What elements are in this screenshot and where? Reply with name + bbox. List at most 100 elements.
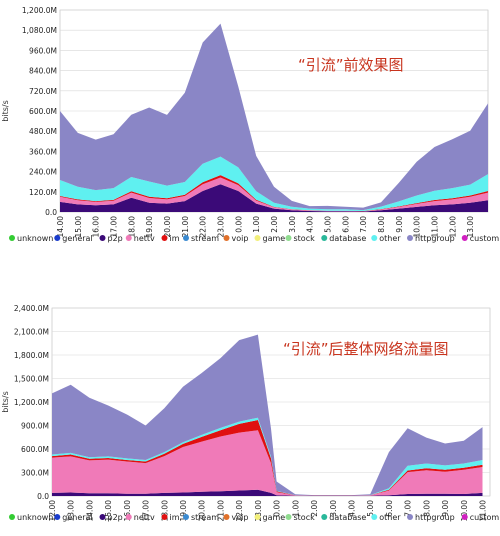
legend-marker-unknown [9, 235, 15, 241]
y-tick-label: 0.0 [45, 208, 57, 217]
y-tick-label: 960.0M [29, 46, 57, 55]
x-tick-label: 4.00 [306, 216, 315, 233]
x-tick-label: 18.00 [160, 500, 169, 522]
x-tick-label: 9.00 [395, 216, 404, 233]
legend-label-nettv: nettv [134, 513, 155, 522]
legend-label-voip: voip [232, 234, 249, 243]
legend-label-game: game [263, 234, 286, 243]
x-tick-label: 18.00 [127, 216, 136, 238]
x-tick-label: 12.00 [48, 500, 57, 522]
y-tick-label: 1,200.0M [14, 398, 49, 407]
series-area-p2p [52, 489, 483, 496]
x-tick-label: 22.00 [235, 500, 244, 522]
legend-marker-game [254, 235, 261, 241]
legend-label-httpgroup: httpgroup [415, 234, 455, 243]
legend-marker-voip [223, 235, 230, 241]
y-tick-label: 300.0M [21, 469, 49, 478]
x-tick-label: 5.00 [324, 216, 333, 233]
legend-marker-nettv [125, 235, 132, 241]
y-tick-label: 2,100.0M [14, 328, 49, 337]
chart-annotation: “引流”前效果图 [298, 56, 404, 74]
y-tick-label: 900.0M [21, 422, 49, 431]
x-tick-label: 10.00 [413, 216, 422, 238]
x-tick-label: 3.00 [329, 500, 338, 517]
x-tick-label: 12.00 [448, 216, 457, 238]
x-tick-label: 14.00 [85, 500, 94, 522]
legend-marker-general [54, 235, 61, 241]
x-tick-label: 17.00 [110, 216, 119, 238]
y-tick-label: 720.0M [29, 87, 57, 96]
legend-marker-stock [285, 235, 292, 241]
y-tick-label: 0.0 [37, 492, 49, 501]
legend-label-stock: stock [294, 513, 316, 522]
x-tick-label: 17.00 [142, 500, 151, 522]
y-tick-label: 840.0M [29, 67, 57, 76]
legend-marker-stream [183, 514, 189, 520]
legend-marker-database [321, 235, 328, 241]
x-tick-label: 3.00 [288, 216, 297, 233]
legend-label-unknown: unknown [17, 234, 53, 243]
x-tick-label: 20.00 [198, 500, 207, 522]
legend-label-p2p: p2p [108, 234, 123, 243]
legend-label-general: general [62, 234, 92, 243]
chart-before: 0.0 120.0M 240.0M 360.0M 480.0M 600.0M 720.0M 8… [0, 0, 500, 250]
x-tick-label: 1.00 [252, 216, 261, 233]
x-tick-label: 16.00 [123, 500, 132, 522]
x-tick-label: 6.00 [341, 216, 350, 233]
legend-marker-general [54, 514, 61, 520]
x-tick-label: 6.00 [385, 500, 394, 517]
legend-label-other: other [379, 234, 401, 243]
y-axis-label: bits/s [1, 100, 10, 121]
legend-marker-custom [461, 514, 468, 520]
chart-after-svg: 0.0 300.0M 600.0M 900.0M 1,200.0M 1,500.0M 1,8… [1, 304, 499, 522]
x-tick-label: 19.00 [179, 500, 188, 522]
chart-before-svg: 0.0 120.0M 240.0M 360.0M 480.0M 600.0M 720.0M 8… [1, 6, 500, 243]
y-tick-label: 360.0M [29, 147, 57, 156]
y-tick-label: 600.0M [21, 445, 49, 454]
legend-label-voip: voip [232, 513, 249, 522]
legend-label-database: database [329, 234, 366, 243]
x-tick-label: 22.00 [199, 216, 208, 238]
legend-label-im: im [170, 513, 180, 522]
chart-after: 0.0 300.0M 600.0M 900.0M 1,200.0M 1,500.0M 1,8… [0, 292, 500, 536]
x-tick-label: 11.00 [431, 216, 440, 238]
x-tick-label: 2.00 [270, 216, 279, 233]
x-tick-label: 21.00 [216, 500, 225, 522]
y-tick-label: 1,800.0M [14, 351, 49, 360]
legend-marker-other [371, 235, 378, 241]
series-area-nettv [52, 430, 483, 496]
legend-label-unknown: unknown [17, 513, 53, 522]
legend-label-p2p: p2p [108, 513, 123, 522]
x-tick-label: 13.00 [67, 500, 76, 522]
x-tick-label: 5.00 [366, 500, 375, 517]
legend-marker-game [254, 514, 261, 520]
legend-marker-nettv [125, 514, 132, 520]
x-tick-label: 7.00 [404, 500, 413, 517]
legend-label-stream: stream [191, 234, 219, 243]
x-tick-label: 7.00 [359, 216, 368, 233]
legend-marker-im [161, 235, 168, 241]
x-tick-label: 15.00 [104, 500, 113, 522]
x-tick-label: 16.00 [92, 216, 101, 238]
x-tick-label: 8.00 [377, 216, 386, 233]
legend-label-general: general [62, 513, 92, 522]
x-tick-label: 10.00 [460, 500, 469, 522]
legend-marker-httpgroup [407, 235, 413, 241]
y-tick-label: 240.0M [29, 168, 57, 177]
legend-label-httpgroup: httpgroup [415, 513, 455, 522]
legend-marker-p2p [99, 235, 106, 241]
x-tick-label: 0.00 [273, 500, 282, 517]
x-tick-label: 9.00 [441, 500, 450, 517]
legend-label-stream: stream [191, 513, 219, 522]
legend-label-custom: custom [470, 234, 500, 243]
y-tick-label: 480.0M [29, 127, 57, 136]
x-tick-label: 21.00 [181, 216, 190, 238]
x-tick-label: 19.00 [145, 216, 154, 238]
legend-label-database: database [329, 513, 366, 522]
x-tick-label: 14.00 [56, 216, 65, 238]
legend-marker-voip [223, 514, 230, 520]
legend-label-stock: stock [294, 234, 316, 243]
x-tick-label: 8.00 [422, 500, 431, 517]
legend-marker-custom [461, 235, 468, 241]
legend-label-nettv: nettv [134, 234, 155, 243]
